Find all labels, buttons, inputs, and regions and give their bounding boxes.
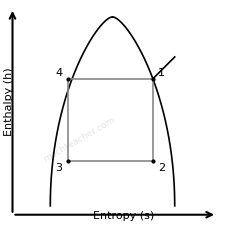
Text: mechteacher.com: mechteacher.com (42, 115, 117, 163)
Text: 2: 2 (158, 163, 165, 173)
Text: 4: 4 (56, 68, 63, 77)
Text: Enthalpy (h): Enthalpy (h) (4, 67, 13, 136)
Text: 3: 3 (56, 163, 63, 173)
Text: Entropy (s): Entropy (s) (93, 212, 154, 221)
Text: 1: 1 (158, 68, 165, 77)
